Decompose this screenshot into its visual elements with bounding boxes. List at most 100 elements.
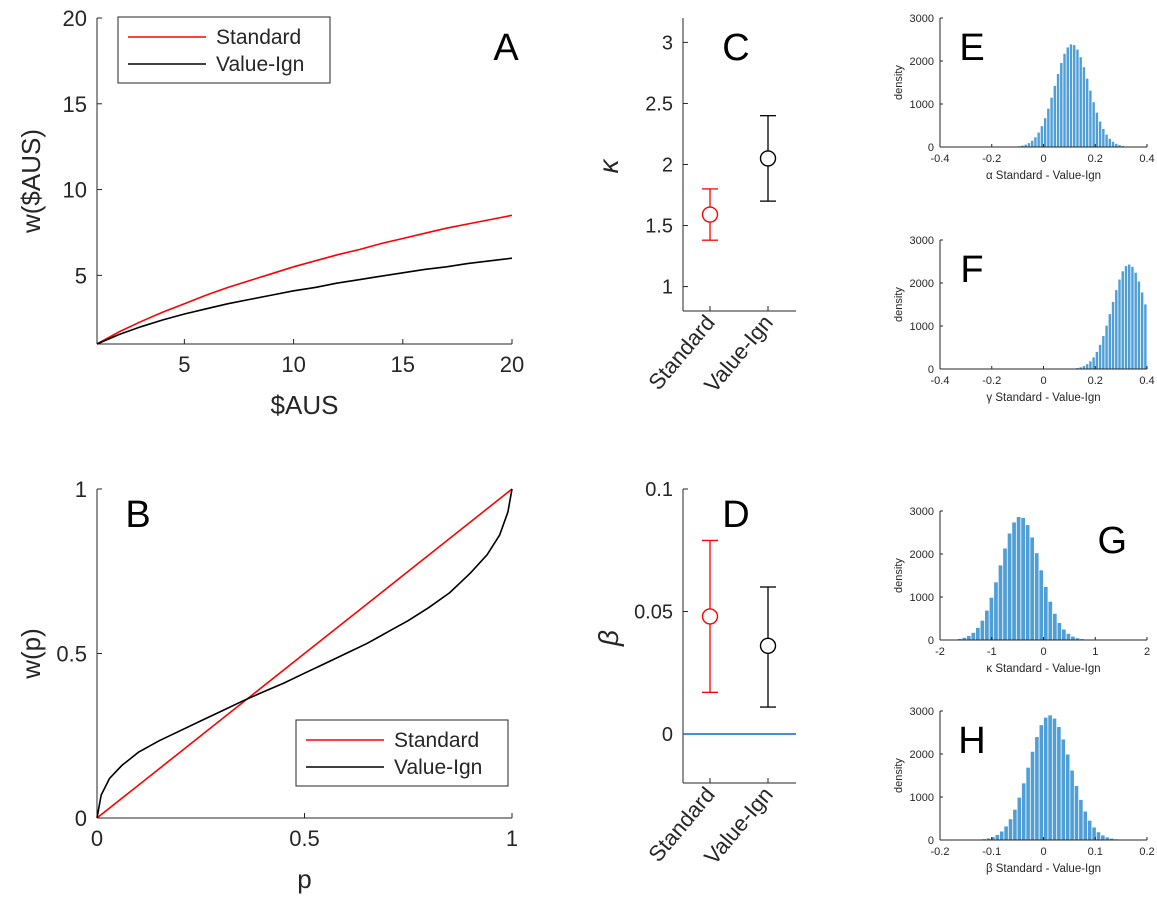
histogram-bar bbox=[1048, 715, 1052, 840]
histogram-bar bbox=[1102, 336, 1105, 369]
panel-letter-c: C bbox=[722, 27, 749, 69]
x-tick-label: -0.2 bbox=[982, 153, 1001, 165]
y-tick-label: 1 bbox=[75, 477, 87, 502]
histogram-bar bbox=[1073, 45, 1076, 148]
panel-letter-f: F bbox=[960, 249, 983, 291]
histogram-bar bbox=[1043, 717, 1048, 840]
histogram-bar bbox=[1008, 819, 1013, 840]
histogram-bar bbox=[986, 838, 991, 840]
histogram-bar bbox=[1074, 785, 1079, 840]
y-tick-label: 0 bbox=[928, 364, 934, 376]
x-tick-label: 1 bbox=[1092, 646, 1098, 658]
y-tick-label: 2 bbox=[662, 155, 673, 177]
y-tick-label: 1000 bbox=[910, 792, 934, 804]
panel-letter-d: D bbox=[722, 494, 749, 536]
histogram-bar bbox=[1025, 525, 1030, 640]
histogram-bar bbox=[1087, 820, 1092, 840]
errorbar-standard-marker bbox=[701, 206, 719, 223]
histogram-bar bbox=[994, 582, 998, 640]
y-tick-label: 0 bbox=[928, 142, 934, 154]
histogram-bar bbox=[975, 627, 980, 640]
panel-letter-h: H bbox=[958, 720, 985, 762]
panel-a: 5 10 15 20 5 10 15 20 $AUS w($AUS) Standard Value-I… bbox=[16, 6, 524, 420]
x-axis-label: $AUS bbox=[271, 390, 339, 420]
errorbar-value-ign-marker bbox=[759, 637, 777, 654]
legend-label: Value-Ign bbox=[216, 53, 304, 76]
histogram-bar bbox=[1092, 357, 1095, 369]
y-tick-label: 15 bbox=[63, 92, 87, 117]
histogram-bar bbox=[1013, 809, 1017, 840]
histogram-bar bbox=[1040, 126, 1044, 147]
histogram-bar bbox=[1109, 838, 1114, 840]
histogram-bar bbox=[1048, 601, 1053, 640]
series-line-standard bbox=[96, 214, 513, 345]
y-tick-label: 1000 bbox=[910, 592, 934, 604]
x-axis-label: α Standard - Value-Ign bbox=[986, 170, 1101, 182]
histogram-bar bbox=[1063, 53, 1066, 148]
histogram-bar bbox=[1003, 548, 1007, 640]
histogram-bar bbox=[1089, 361, 1092, 369]
histogram-bar bbox=[1030, 751, 1035, 840]
histogram-bar bbox=[1102, 128, 1105, 147]
panel-b: 0 0.5 1 0 0.5 1 p w(p) Standard Value-Ign bbox=[16, 477, 518, 894]
histogram-bar bbox=[1050, 97, 1053, 147]
y-tick-label: 1000 bbox=[910, 321, 934, 333]
histogram-bar bbox=[1039, 725, 1044, 840]
y-tick-label: 10 bbox=[63, 178, 87, 203]
panel-g: -2 -1 0 1 2 0 1000 2000 3000 κ Standard - Value-I… bbox=[893, 506, 1150, 675]
y-tick-label: 0 bbox=[928, 635, 934, 647]
histogram-bar bbox=[1079, 57, 1082, 148]
y-tick-label: 3000 bbox=[910, 506, 934, 518]
histogram-bar bbox=[1131, 266, 1134, 369]
histogram-bar bbox=[995, 834, 1000, 840]
panel-letter-g: G bbox=[1097, 520, 1127, 562]
histogram-bar bbox=[1007, 533, 1012, 640]
legend-box bbox=[117, 16, 331, 84]
histogram-bar bbox=[1066, 633, 1071, 640]
histogram-bar bbox=[1066, 47, 1069, 147]
y-tick-label: 0 bbox=[75, 806, 87, 831]
histogram-bar bbox=[1061, 739, 1066, 840]
histogram-bar bbox=[1134, 272, 1137, 369]
histogram-bar bbox=[971, 632, 976, 640]
y-tick-label: 2000 bbox=[910, 549, 934, 561]
x-axis-label: β Standard - Value-Ign bbox=[986, 863, 1101, 875]
histogram-bar bbox=[1101, 835, 1105, 840]
histogram-bar bbox=[1027, 143, 1031, 147]
y-axis-label: w($AUS) bbox=[16, 129, 46, 234]
histogram-bar bbox=[1057, 726, 1061, 840]
histogram-bar bbox=[1021, 145, 1024, 147]
histogram-bar bbox=[1118, 279, 1121, 369]
histogram-bar bbox=[1137, 281, 1141, 369]
histogram-bar bbox=[1108, 314, 1112, 369]
histogram-bar bbox=[1039, 570, 1044, 640]
histogram-bar bbox=[1024, 144, 1027, 147]
histogram-bar bbox=[1079, 367, 1082, 369]
x-tick-label: -1 bbox=[987, 646, 997, 658]
series-line-value-ign bbox=[96, 488, 513, 819]
y-tick-label: 20 bbox=[63, 6, 87, 31]
x-tick-label: 1 bbox=[506, 826, 518, 851]
y-tick-label: 1000 bbox=[910, 99, 934, 111]
histogram-bar bbox=[1124, 266, 1128, 369]
histogram-bar bbox=[1016, 517, 1021, 640]
histogram-bar bbox=[1105, 837, 1110, 840]
histogram-bar bbox=[1034, 553, 1039, 640]
histogram-bar bbox=[1070, 770, 1074, 840]
histogram-bar bbox=[1118, 145, 1121, 147]
series-line-standard bbox=[96, 488, 513, 819]
histogram-bar bbox=[1111, 141, 1115, 147]
histogram-bar bbox=[1115, 143, 1118, 147]
histogram-bar bbox=[1085, 364, 1089, 369]
histogram-bar bbox=[1108, 138, 1112, 147]
histogram-bar bbox=[1021, 517, 1025, 640]
x-tick-label: -0.4 bbox=[931, 375, 950, 387]
histogram-bar bbox=[1098, 344, 1102, 369]
x-tick-label: -0.1 bbox=[982, 846, 1001, 858]
x-tick-label: 0.4 bbox=[1139, 153, 1154, 165]
histogram-bar bbox=[989, 597, 994, 640]
x-tick-label: 0 bbox=[1040, 375, 1046, 387]
x-tick-label: 0 bbox=[1040, 153, 1046, 165]
x-tick-label: -2 bbox=[935, 646, 945, 658]
errorbar-value-ign-marker bbox=[759, 150, 777, 167]
